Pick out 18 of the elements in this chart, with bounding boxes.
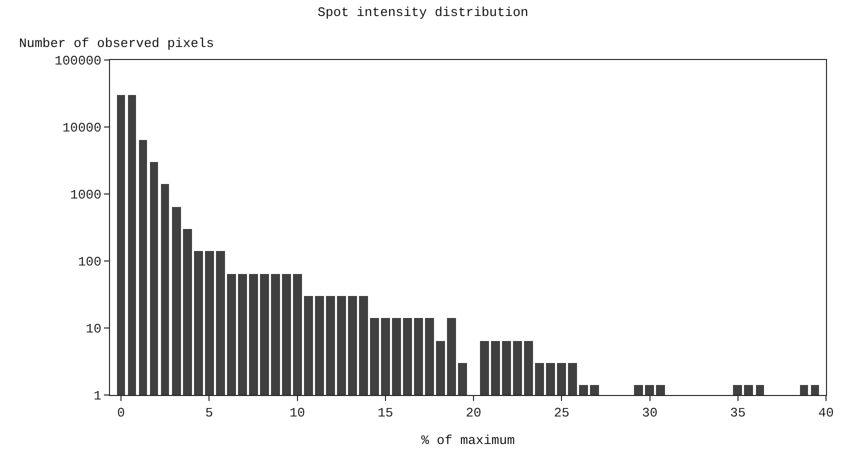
x-tick-label: 40 xyxy=(818,406,834,421)
y-tick-label: 10 xyxy=(86,322,102,337)
y-axis-title: Number of observed pixels xyxy=(19,36,214,51)
y-tick-label: 100000 xyxy=(54,54,102,69)
chart-title: Spot intensity distribution xyxy=(318,4,528,20)
y-tick-label: 1 xyxy=(94,388,102,404)
x-tick-label: 15 xyxy=(378,406,394,421)
x-tick-label: 20 xyxy=(466,406,482,421)
x-axis-title: % of maximum xyxy=(421,433,515,448)
x-tick-label: 10 xyxy=(289,406,306,421)
y-tick-label: 100 xyxy=(78,254,102,270)
x-tick-label: 35 xyxy=(730,406,746,421)
y-tick-label: 10000 xyxy=(62,120,102,136)
x-tick-label: 25 xyxy=(554,406,570,421)
x-tick-label: 30 xyxy=(642,406,658,421)
x-tick-label: 0 xyxy=(117,406,125,421)
y-tick-label: 1000 xyxy=(70,188,102,203)
x-tick-label: 5 xyxy=(205,406,214,421)
